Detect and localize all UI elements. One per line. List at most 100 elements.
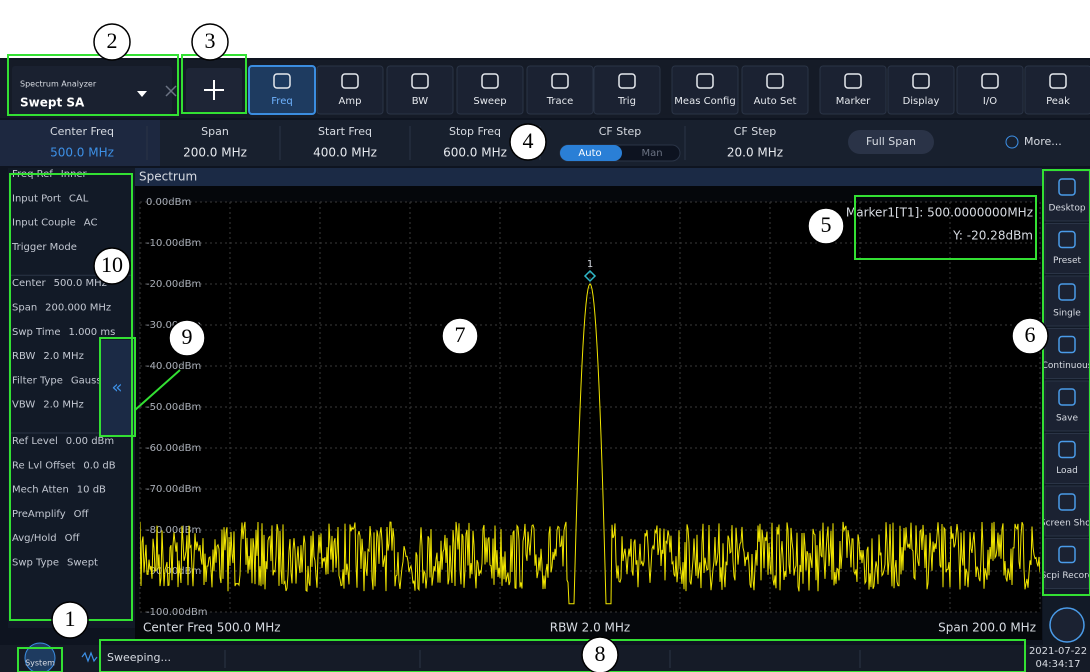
param-cell[interactable]: Stop Freq 600.0 MHz (443, 125, 507, 160)
param-value: 200.0 MHz (183, 146, 247, 160)
toolbar-button[interactable]: Trace (526, 65, 594, 115)
y-label: -20.00dBm (146, 279, 201, 290)
toolbar-button[interactable]: Freq (248, 65, 316, 115)
toolbar-icon (551, 73, 569, 89)
more-label: More... (1024, 135, 1062, 148)
annotation-number: 5 (821, 212, 832, 237)
toolbar-button-box (386, 65, 454, 115)
toolbar-label: Sweep (473, 96, 506, 107)
annotation-circle (51, 601, 89, 639)
param-label: CF Step (734, 125, 777, 138)
status-text: Sweeping... (107, 651, 171, 664)
system-button[interactable]: System (24, 642, 56, 672)
toolbar-icon (981, 73, 999, 89)
panel-value: 10 dB (77, 485, 106, 496)
plus-icon (204, 80, 224, 100)
side-icon (1058, 388, 1076, 406)
mode-selector[interactable]: Spectrum Analyzer Swept SA (12, 66, 177, 114)
y-label: -100.00dBm (146, 607, 208, 618)
side-label: Preset (1053, 256, 1082, 266)
side-icon (1058, 545, 1076, 564)
toolbar-button-box (741, 65, 809, 115)
param-value: 400.0 MHz (313, 146, 377, 160)
toolbar-button[interactable]: Trig (593, 65, 661, 115)
collapse-tab[interactable]: « (101, 340, 134, 436)
toolbar-icon (844, 73, 862, 89)
param-label: Start Freq (318, 125, 372, 138)
toolbar-button[interactable]: Display (887, 65, 955, 115)
side-label: Single (1053, 309, 1081, 319)
panel-value: 0.00 dBm (66, 436, 114, 447)
more-button[interactable]: More... (1005, 135, 1062, 149)
side-button[interactable]: Continuous (1042, 328, 1090, 379)
status-bar (0, 645, 1090, 672)
param-cell[interactable]: Start Freq 400.0 MHz (313, 125, 377, 160)
panel-label: Swp Time (12, 327, 61, 338)
annotation-circle (807, 207, 845, 245)
toolbar-button-box (956, 65, 1024, 115)
system-icon (24, 642, 56, 672)
param-cell[interactable]: CF Step 20.0 MHz (727, 125, 783, 160)
panel-value: 500.0 MHz (54, 278, 107, 289)
side-button[interactable]: Preset (1044, 223, 1090, 274)
add-button[interactable] (186, 68, 242, 112)
annotation: 2 (93, 23, 131, 61)
toolbar-button-box (671, 65, 739, 115)
toggle-option: Man (641, 148, 662, 159)
toolbar-label: Meas Config (674, 96, 735, 107)
toolbar-icon (696, 73, 714, 89)
panel-label: Swp Type (12, 558, 59, 569)
side-button[interactable]: Desktop (1044, 170, 1090, 222)
side-button[interactable]: Scpi Record (1041, 538, 1090, 589)
mode-box (12, 66, 172, 114)
toolbar-button[interactable]: Amp (316, 65, 384, 115)
toolbar-label: Peak (1046, 96, 1070, 107)
annotation-line (134, 369, 181, 411)
annotation: 5 (807, 207, 845, 245)
toolbar-button[interactable]: Meas Config (671, 65, 739, 115)
param-cell[interactable]: Span 200.0 MHz (183, 125, 247, 160)
toolbar-button[interactable]: Auto Set (741, 65, 809, 115)
toolbar-label: Display (903, 96, 940, 107)
side-button[interactable]: Single (1044, 275, 1090, 327)
marker-readout: Y: -20.28dBm (952, 229, 1033, 243)
side-button[interactable]: Screen Shot (1040, 485, 1090, 537)
panel-label: Re Lvl Offset (12, 460, 75, 471)
param-cell[interactable]: Center Freq 500.0 MHz (50, 125, 114, 160)
param-label: CF Step (599, 125, 642, 138)
annotation: 9 (168, 319, 206, 357)
plot-footer: RBW 2.0 MHz (550, 621, 630, 635)
full-span-button[interactable]: Full Span (848, 130, 934, 154)
full-span-box (848, 130, 934, 154)
side-icon (1058, 493, 1076, 511)
side-label: Screen Shot (1040, 519, 1090, 529)
toolbar-button[interactable]: I/O (956, 65, 1024, 115)
toolbar-button[interactable]: BW (386, 65, 454, 115)
annotation-circle (581, 636, 619, 672)
param-cell[interactable]: CF Step Auto Man (559, 125, 681, 162)
toolbar-icon (341, 73, 359, 89)
side-button[interactable]: Save (1044, 380, 1090, 432)
param-value: 500.0 MHz (50, 146, 114, 160)
toolbar-button-box (526, 65, 594, 115)
side-button[interactable]: Load (1044, 433, 1090, 484)
panel-label: Center (12, 278, 47, 289)
annotation-circle (93, 23, 131, 61)
panel-value: 200.000 MHz (45, 303, 111, 314)
plot-footer: Span 200.0 MHz (938, 621, 1036, 635)
more-icon (1005, 135, 1019, 149)
param-label: Span (201, 125, 229, 138)
toolbar-button-box (1024, 65, 1090, 115)
sweep-icon (81, 651, 98, 663)
toolbar-button[interactable]: Peak (1024, 65, 1090, 115)
status-time: 04:34:17 (1036, 659, 1081, 670)
system-label: System (25, 659, 55, 668)
toolbar-button[interactable]: Marker (819, 65, 887, 115)
toolbar-button[interactable]: Sweep (456, 65, 524, 115)
panel-label: VBW (12, 400, 35, 411)
toolbar-icon (912, 73, 930, 89)
panel-value: 2.0 MHz (43, 400, 83, 411)
annotation-box (99, 337, 136, 437)
annotation-number: 3 (205, 28, 216, 53)
